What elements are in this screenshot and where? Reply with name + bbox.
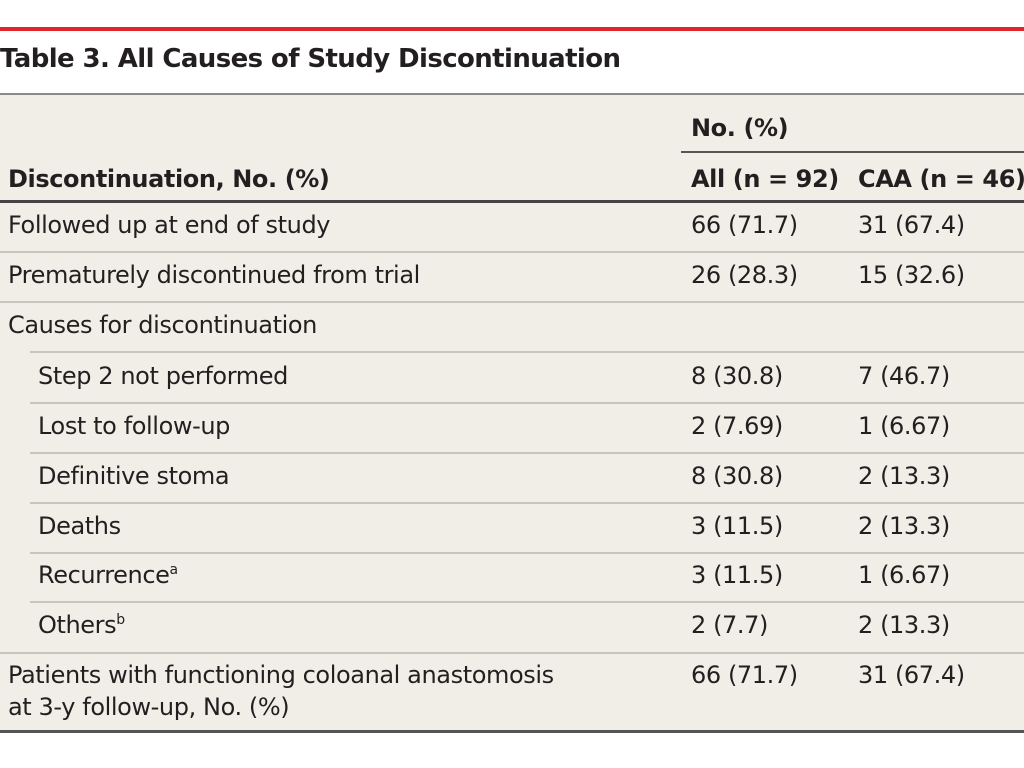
header-discontinuation: Discontinuation, No. (%)	[8, 165, 330, 193]
row-label-others: Othersb	[38, 611, 125, 639]
row-caa-value: 15 (32.6)	[858, 261, 965, 289]
row-all-value: 66 (71.7)	[691, 661, 798, 689]
row-caa-value: 31 (67.4)	[858, 211, 965, 239]
row-caa-value: 1 (6.67)	[858, 412, 950, 440]
row-caa-value: 2 (13.3)	[858, 512, 950, 540]
row-divider	[0, 251, 1024, 253]
row-label: Lost to follow-up	[38, 412, 230, 440]
row-divider	[30, 601, 1024, 603]
row-label: Recurrence	[38, 561, 170, 589]
row-all-value: 8 (30.8)	[691, 362, 783, 390]
row-label: Step 2 not performed	[38, 362, 288, 390]
row-divider	[30, 351, 1024, 353]
footnote-marker: b	[116, 612, 125, 628]
row-label-line2: at 3-y follow-up, No. (%)	[8, 693, 290, 721]
table-title: Table 3. All Causes of Study Discontinua…	[0, 44, 621, 74]
group-header-rule	[681, 151, 1024, 153]
row-all-value: 3 (11.5)	[691, 561, 783, 589]
header-rule	[0, 200, 1024, 203]
top-red-rule	[0, 27, 1024, 31]
row-all-value: 2 (7.7)	[691, 611, 768, 639]
row-all-value: 8 (30.8)	[691, 462, 783, 490]
row-label-recurrence: Recurrencea	[38, 561, 178, 589]
section-label: Causes for discontinuation	[8, 311, 317, 339]
row-all-value: 2 (7.69)	[691, 412, 783, 440]
row-all-value: 66 (71.7)	[691, 211, 798, 239]
row-divider	[30, 552, 1024, 554]
row-label: Followed up at end of study	[8, 211, 331, 239]
row-label: Deaths	[38, 512, 121, 540]
row-caa-value: 1 (6.67)	[858, 561, 950, 589]
row-caa-value: 7 (46.7)	[858, 362, 950, 390]
row-label-line1: Patients with functioning coloanal anast…	[8, 661, 554, 689]
row-caa-value: 2 (13.3)	[858, 611, 950, 639]
row-label: Others	[38, 611, 117, 639]
header-all: All (n = 92)	[691, 165, 839, 193]
row-divider	[0, 652, 1024, 654]
row-label: Prematurely discontinued from trial	[8, 261, 420, 289]
row-divider	[30, 452, 1024, 454]
row-caa-value: 31 (67.4)	[858, 661, 965, 689]
row-divider	[30, 502, 1024, 504]
footnote-marker: a	[169, 562, 179, 578]
row-divider	[0, 301, 1024, 303]
row-all-value: 3 (11.5)	[691, 512, 783, 540]
group-header: No. (%)	[691, 114, 789, 142]
header-caa: CAA (n = 46)	[858, 165, 1024, 193]
row-caa-value: 2 (13.3)	[858, 462, 950, 490]
row-label: Definitive stoma	[38, 462, 230, 490]
discontinuation-table: No. (%) Discontinuation, No. (%) All (n …	[0, 93, 1024, 733]
row-all-value: 26 (28.3)	[691, 261, 798, 289]
row-divider	[30, 402, 1024, 404]
